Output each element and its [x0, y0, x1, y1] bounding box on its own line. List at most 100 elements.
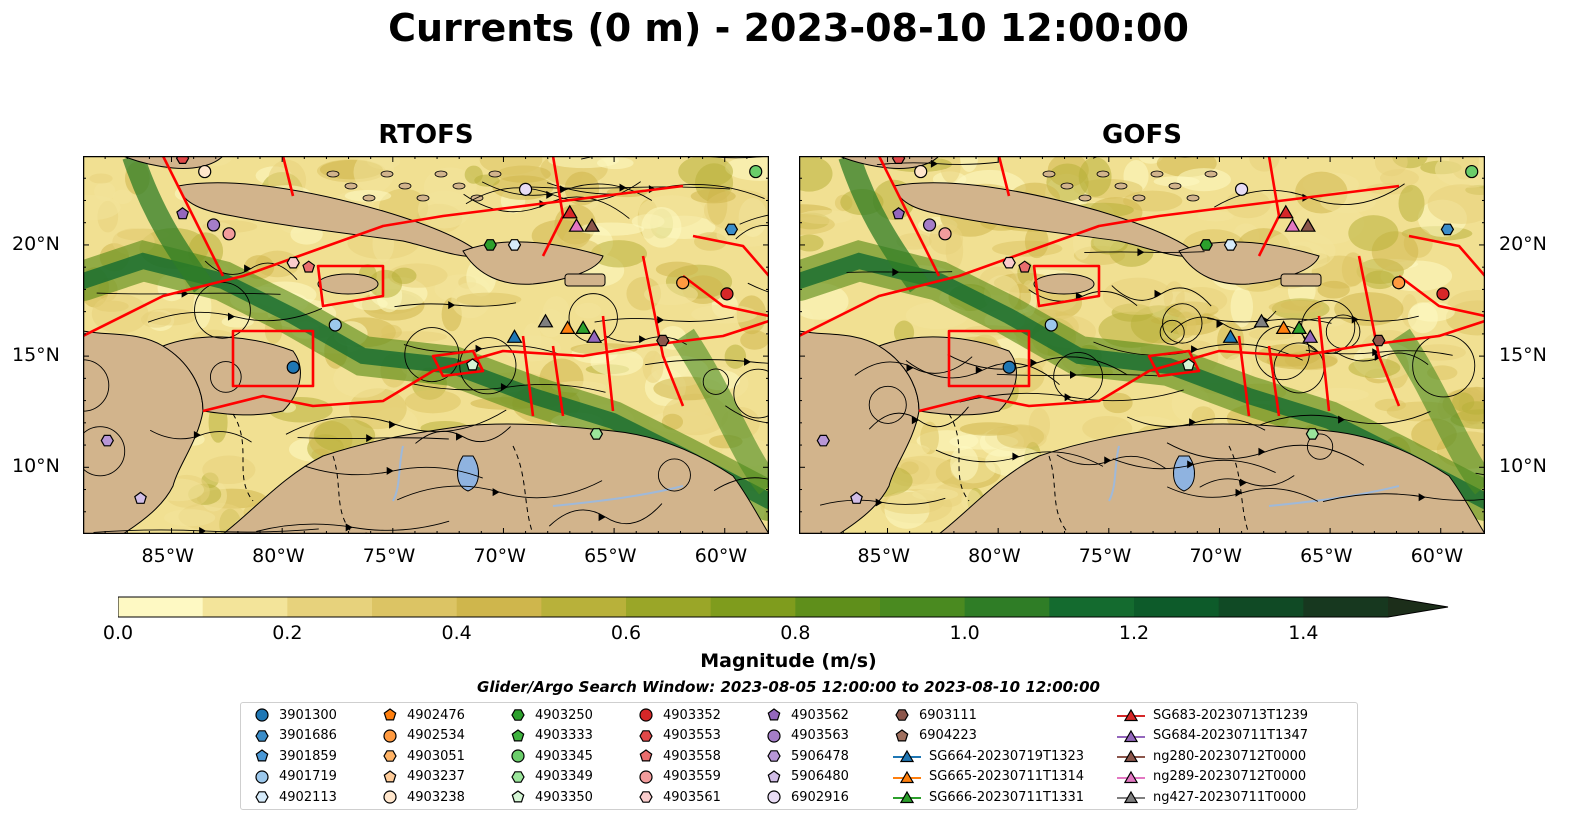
colorbar-segment [880, 597, 966, 617]
lon-tick-label: 60°W [694, 545, 748, 567]
legend-marker-icon [893, 749, 921, 763]
glider-marker-SG664-20230719T1323 [506, 329, 523, 343]
legend-entry: 4903559 [637, 767, 721, 787]
legend-entry: SG683-20230713T1239 [1117, 705, 1308, 725]
colorbar-segment [541, 597, 627, 617]
legend-entry-label: 6902916 [791, 789, 849, 805]
colorbar-tick-label: 1.4 [1288, 622, 1319, 644]
glider-marker-ng427-20230711T0000 [1253, 313, 1270, 328]
argo-marker-4903561 [286, 256, 300, 269]
argo-marker-3901686 [724, 223, 739, 236]
colorbar [118, 596, 1449, 618]
colorbar-tick-label: 1.2 [1118, 622, 1150, 644]
search-window-text: Glider/Argo Search Window: 2023-08-05 12… [477, 678, 1100, 696]
legend-marker-icon [255, 708, 269, 722]
legend-entry: 4903349 [509, 767, 593, 787]
legend-marker-icon [1117, 708, 1145, 722]
argo-marker-4901719 [328, 318, 342, 332]
glider-marker-SG666-20230711T1331 [1291, 320, 1308, 334]
legend-entry: ng280-20230712T0000 [1117, 746, 1306, 766]
argo-marker-4903563 [922, 218, 937, 232]
legend-entry: 4903352 [637, 705, 721, 725]
argo-marker-3901686 [1440, 223, 1455, 236]
legend-entry: 5906478 [765, 746, 849, 766]
legend-entry-label: SG665-20230711T1314 [929, 769, 1085, 784]
argo-marker-4903349 [1305, 428, 1320, 440]
lon-tick-label: 65°W [584, 545, 637, 567]
legend-entry: 4903561 [637, 787, 721, 807]
legend-entry-label: 4903563 [791, 728, 849, 743]
legend-marker-icon [383, 769, 397, 782]
glider-marker-SG683-20230713T1239 [561, 204, 578, 219]
argo-marker-4903352 [1436, 287, 1450, 301]
legend-marker-icon [1117, 749, 1145, 763]
argo-marker-4903345 [749, 164, 763, 179]
legend-entry-label: 4903333 [535, 728, 593, 743]
legend-marker-icon [893, 790, 921, 804]
legend-entry-label: 4903349 [535, 769, 593, 784]
argo-marker-4903250 [1199, 239, 1213, 251]
lat-tick-label-right: 15°N [1499, 344, 1547, 367]
colorbar-segment [1218, 597, 1304, 617]
lon-tick-label: 60°W [1410, 545, 1464, 567]
argo-marker-4902534 [676, 276, 690, 290]
lat-tick-label-left: 20°N [12, 232, 60, 255]
legend-entry-label: 4903553 [663, 728, 721, 743]
map-rtofs [83, 156, 769, 534]
argo-marker-4903352 [720, 287, 734, 301]
argo-marker-4903559 [938, 227, 952, 241]
legend-entry: 4903563 [765, 726, 849, 746]
legend-entry: SG664-20230719T1323 [893, 746, 1084, 766]
lon-tick-label: 75°W [362, 545, 416, 567]
glider-marker-ng280-20230712T0000 [583, 218, 600, 232]
legend-entry: 4903562 [765, 705, 849, 725]
legend-entry-label: ng289-20230712T0000 [1153, 769, 1307, 784]
legend-entry-label: 3901300 [279, 707, 337, 723]
glider-marker-SG665-20230711T1314 [1275, 320, 1292, 334]
lat-tick-label-left: 15°N [12, 344, 60, 367]
legend-marker-icon [895, 728, 909, 741]
legend-entry-label: 4903352 [663, 707, 721, 723]
legend-marker-icon [511, 790, 525, 803]
legend-entry-label: SG684-20230711T1347 [1153, 728, 1309, 743]
legend-entry-label: 3901686 [279, 728, 337, 743]
legend-entry: 4903238 [381, 787, 465, 807]
argo-marker-4903558 [302, 260, 316, 273]
legend-entry: 4903237 [381, 767, 465, 787]
argo-marker-4903250 [483, 239, 497, 251]
legend-entry-label: 4903051 [407, 748, 465, 764]
legend-entry-label: 4902113 [279, 789, 337, 805]
colorbar-tick-label: 0.8 [780, 622, 811, 644]
glider-marker-SG684-20230711T1347 [586, 329, 603, 343]
lon-tick-label: 85°W [857, 545, 910, 567]
argo-marker-4903349 [589, 428, 604, 440]
legend-entry: 4903345 [509, 746, 593, 766]
legend-entry-label: 4903350 [535, 789, 593, 805]
legend-entry-label: 4901719 [279, 769, 337, 784]
legend-entry: 4903350 [509, 787, 593, 807]
legend-entry: ng427-20230711T0000 [1117, 787, 1306, 807]
argo-marker-6902916 [1234, 182, 1249, 196]
colorbar-segment [287, 597, 373, 617]
legend-marker-icon [639, 769, 653, 784]
legend-marker-icon [383, 750, 397, 762]
lon-tick-label: 80°W [968, 545, 1021, 567]
colorbar-extend-arrow [1388, 597, 1448, 617]
glider-marker-SG684-20230711T1347 [1302, 329, 1319, 343]
argo-marker-4903238 [914, 164, 928, 179]
legend-entry-label: 5906480 [791, 769, 849, 784]
lon-tick-label: 70°W [473, 545, 526, 567]
argo-marker-5906480 [850, 491, 863, 504]
legend-entry-label: 4903237 [407, 769, 465, 784]
legend-entry: 4902534 [381, 726, 465, 746]
legend-entry: 6903111 [893, 705, 977, 725]
colorbar-tick-label: 0.6 [610, 622, 642, 644]
colorbar-segment [456, 597, 542, 617]
legend-marker-icon [767, 750, 781, 762]
legend-marker-icon [255, 769, 269, 784]
colorbar-segment [964, 597, 1050, 617]
argo-marker-4903553 [175, 156, 190, 165]
glider-marker-SG683-20230713T1239 [1277, 204, 1294, 219]
colorbar-segment [1134, 597, 1220, 617]
legend-marker-icon [255, 749, 269, 762]
